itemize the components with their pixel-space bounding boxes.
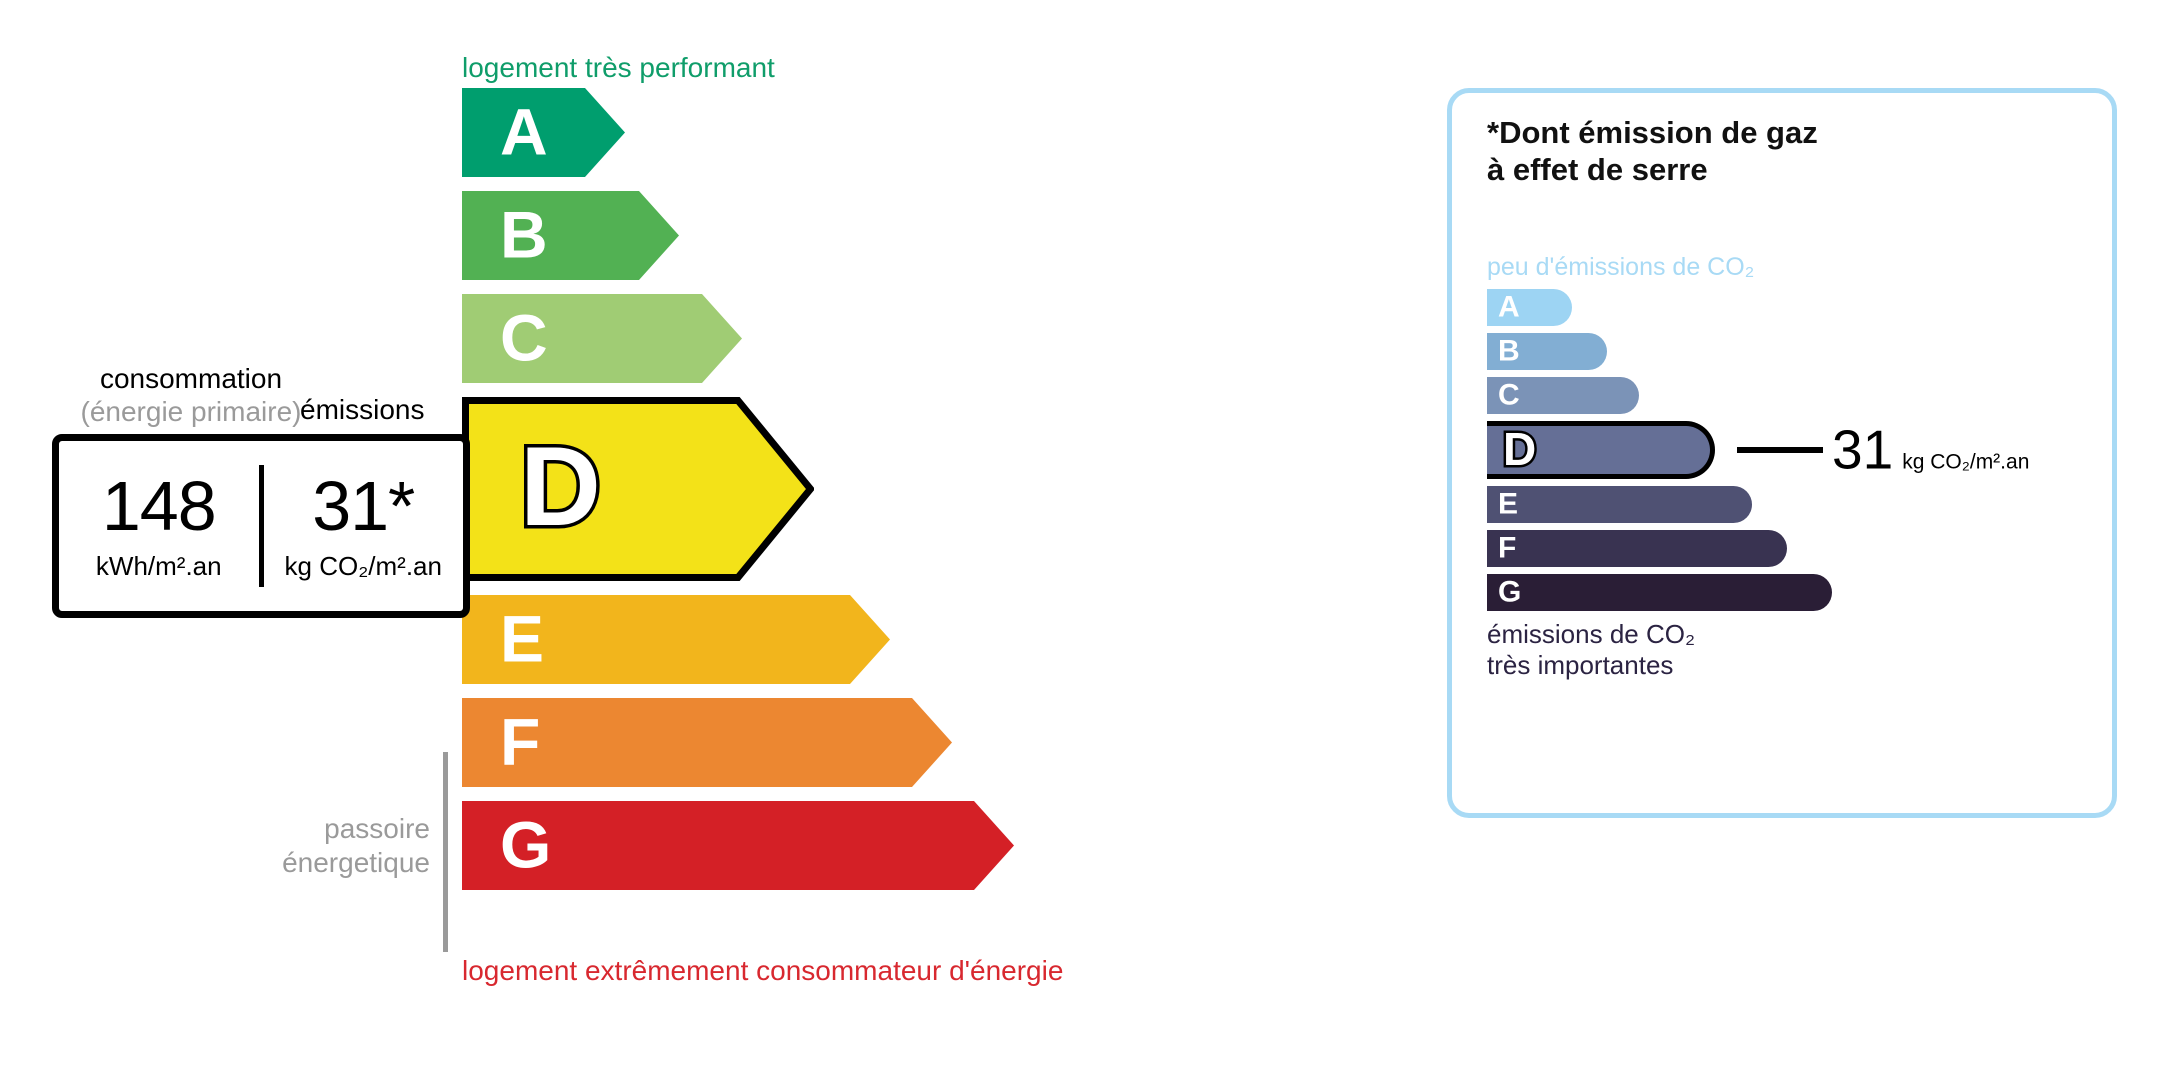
energy-row-g: G (462, 801, 1262, 890)
co2-unit: kg CO₂/m².an (284, 550, 442, 581)
energy-arrow-f (462, 698, 952, 787)
co2-annotation: 31 kg CO₂/m².an (1832, 418, 2030, 481)
co2-bar-c (1487, 377, 1639, 414)
energy-value-cell: 148 kWh/m².an (59, 471, 259, 582)
co2-bars: A B C D 31 kg CO₂/m².an E F G (1487, 289, 2087, 618)
energy-arrow-a (462, 88, 625, 177)
co2-row-c: C (1487, 377, 2087, 414)
co2-letter-e: E (1498, 486, 1519, 520)
co2-value-cell: 31* kg CO₂/m².an (264, 471, 464, 582)
energy-arrow-e (462, 595, 890, 684)
co2-letter-a: A (1498, 289, 1520, 323)
passoire-bracket (443, 752, 448, 952)
co2-row-a: A (1487, 289, 2087, 326)
consumption-label-title: consommation (99, 363, 283, 394)
co2-top-caption: peu d'émissions de CO₂ (1487, 253, 1755, 281)
co2-bar-e (1487, 486, 1752, 523)
consumption-label: consommation (énergie primaire) (66, 362, 316, 428)
energy-scale-bottom-caption: logement extrêmement consommateur d'éner… (462, 955, 1064, 986)
energy-row-b: B (462, 191, 1262, 280)
energy-row-d: D (462, 397, 1262, 581)
co2-bar-f (1487, 530, 1787, 567)
energy-row-e: E (462, 595, 1262, 684)
energy-row-c: C (462, 294, 1262, 383)
co2-letter-c: C (1498, 377, 1520, 411)
energy-value: 148 (101, 466, 217, 545)
energy-arrow-g (462, 801, 1014, 890)
co2-row-g: G (1487, 574, 2087, 611)
co2-letter-g: G (1498, 574, 1522, 608)
co2-bottom-caption: émissions de CO₂ très importantes (1487, 619, 1696, 681)
consumption-label-sub: (énergie primaire) (80, 396, 302, 428)
co2-value: 31* (312, 466, 415, 545)
co2-bar-b (1487, 333, 1607, 370)
energy-arrow-d (462, 397, 814, 581)
co2-row-d: D 31 kg CO₂/m².an (1487, 421, 2087, 479)
co2-bar-d (1487, 421, 1715, 479)
co2-annotation-unit: kg CO₂/m².an (1902, 450, 2030, 474)
energy-scale-top-caption: logement très performant (462, 52, 775, 83)
value-box-divider (258, 465, 264, 587)
energy-row-a: A (462, 88, 1262, 177)
energy-arrow-c (462, 294, 742, 383)
energy-arrow-b (462, 191, 679, 280)
co2-annotation-value: 31 (1832, 418, 1894, 481)
co2-letter-f: F (1498, 530, 1517, 564)
value-box: 148 kWh/m².an 31* kg CO₂/m².an (52, 434, 470, 618)
co2-letter-d: D (1500, 423, 1538, 476)
emissions-label: émissions (300, 394, 425, 425)
passoire-label: passoire énergetique (282, 813, 430, 879)
co2-bar-g (1487, 574, 1832, 611)
energy-unit: kWh/m².an (95, 550, 222, 581)
co2-letter-b: B (1498, 333, 1520, 367)
co2-panel-title: *Dont émission de gaz à effet de serre (1487, 115, 1818, 187)
co2-leader-line (1737, 447, 1823, 453)
energy-row-f: F (462, 698, 1262, 787)
co2-panel: *Dont émission de gaz à effet de serre p… (1447, 88, 2117, 818)
co2-row-e: E (1487, 486, 2087, 523)
co2-row-b: B (1487, 333, 2087, 370)
co2-row-f: F (1487, 530, 2087, 567)
co2-bar-a (1487, 289, 1572, 326)
